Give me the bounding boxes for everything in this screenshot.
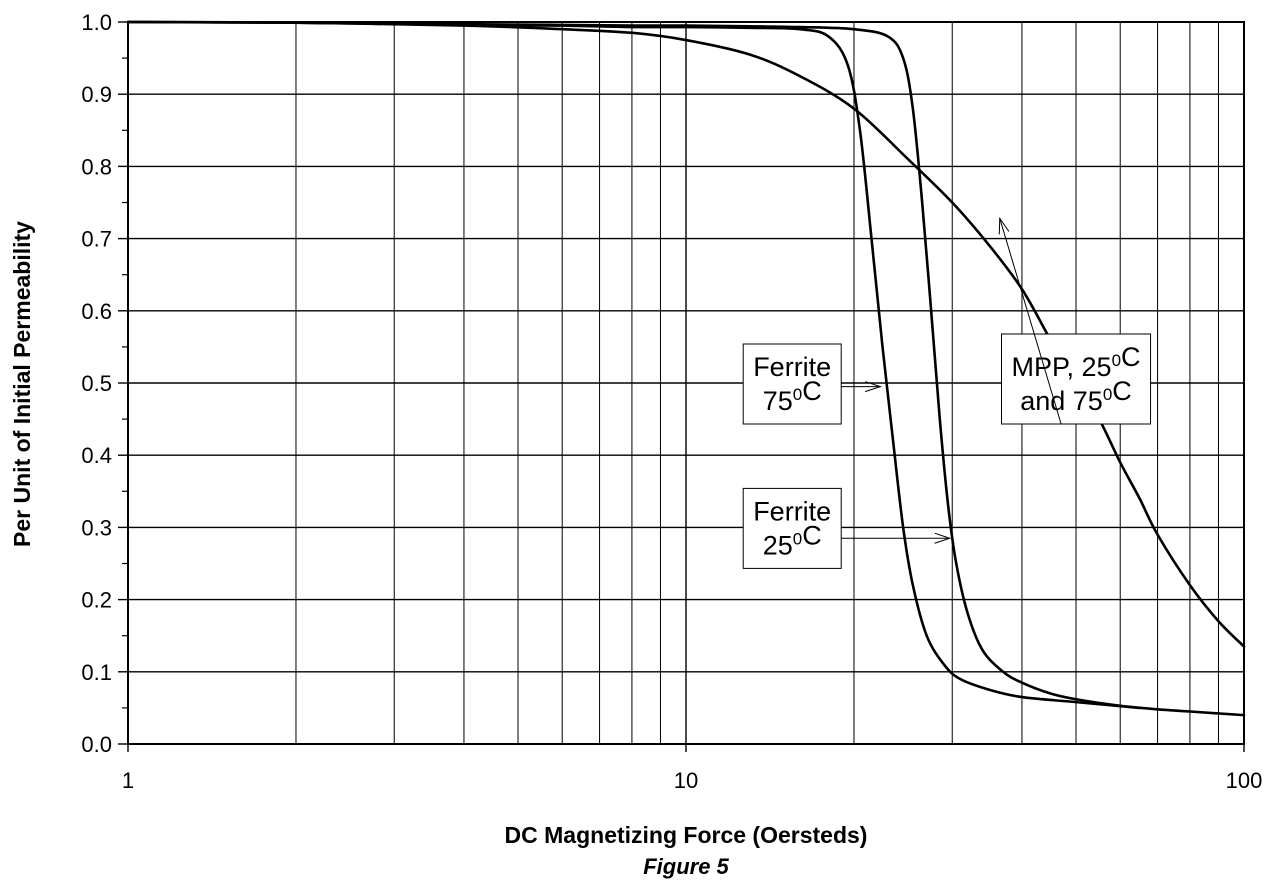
x-axis-label: DC Magnetizing Force (Oersteds) (505, 822, 868, 848)
callout-text-run: and 75 (1020, 386, 1103, 416)
callout-arrow-head (998, 216, 1010, 235)
callout-text-run: 75 (763, 386, 793, 416)
callout-3: Ferrite 250C (742, 487, 952, 569)
callout-1: MPP, 250C and 750C (998, 216, 1152, 425)
superscript: 0 (1103, 385, 1112, 404)
callout-text-run: C (1121, 342, 1141, 372)
callout-arrow-head (934, 532, 952, 544)
callout-box (1001, 333, 1152, 425)
callout-line: and 750C (1020, 376, 1132, 416)
callout-line: Ferrite (753, 496, 831, 526)
callout-line: 250C (763, 520, 822, 560)
callout-text-run: C (1112, 376, 1132, 406)
callout-line: 750C (763, 376, 822, 416)
callout-text-run: Ferrite (753, 496, 831, 526)
callout-arrow-head (865, 381, 882, 393)
callout-line: MPP, 250C (1012, 342, 1141, 382)
callout-box (742, 343, 842, 425)
callout-text-run: C (802, 520, 822, 550)
y-tick-label: 0.4 (81, 443, 112, 468)
y-tick-label: 0.0 (81, 732, 112, 757)
callout-line: Ferrite (753, 352, 831, 382)
y-tick-label: 0.9 (81, 82, 112, 107)
callout-label: Ferrite 250C (753, 496, 831, 560)
y-tick-label: 0.6 (81, 299, 112, 324)
superscript: 0 (793, 385, 802, 404)
y-tick-label: 0.2 (81, 588, 112, 613)
callout-label: MPP, 250C and 750C (1012, 342, 1141, 416)
callout-label: Ferrite 750C (753, 352, 831, 416)
plot-frame (118, 21, 1245, 752)
callout-arrow-line (999, 218, 1062, 425)
y-axis-label: Per Unit of Initial Permeability (9, 221, 35, 547)
x-tick-label: 10 (674, 768, 698, 793)
y-tick-label: 0.7 (81, 227, 112, 252)
series-line-1 (126, 20, 1246, 648)
x-tick-label: 100 (1226, 768, 1263, 793)
callout-text-run: 25 (763, 530, 793, 560)
series-line-3 (126, 20, 1246, 717)
callout-text-run: C (802, 376, 822, 406)
plot-border (127, 21, 1245, 745)
callout-text-run: Ferrite (753, 352, 831, 382)
superscript: 0 (793, 529, 802, 548)
callout-text-run: MPP, 25 (1012, 352, 1112, 382)
x-tick-label: 1 (122, 768, 134, 793)
y-tick-label: 1.0 (81, 10, 112, 35)
callout-box (742, 487, 842, 569)
y-tick-label: 0.5 (81, 371, 112, 396)
tick-labels: 0.0 0.1 0.2 0.3 0.4 0.5 0.6 0.7 0.8 0.9 1.0 1 10 100 (81, 10, 1262, 793)
figure-caption: Figure 5 (643, 854, 729, 879)
superscript: 0 (1112, 351, 1121, 370)
y-tick-label: 0.1 (81, 660, 112, 685)
callout-2: Ferrite 750C (742, 343, 882, 425)
y-tick-label: 0.8 (81, 154, 112, 179)
chart-series (126, 20, 1246, 717)
y-tick-label: 0.3 (81, 515, 112, 540)
